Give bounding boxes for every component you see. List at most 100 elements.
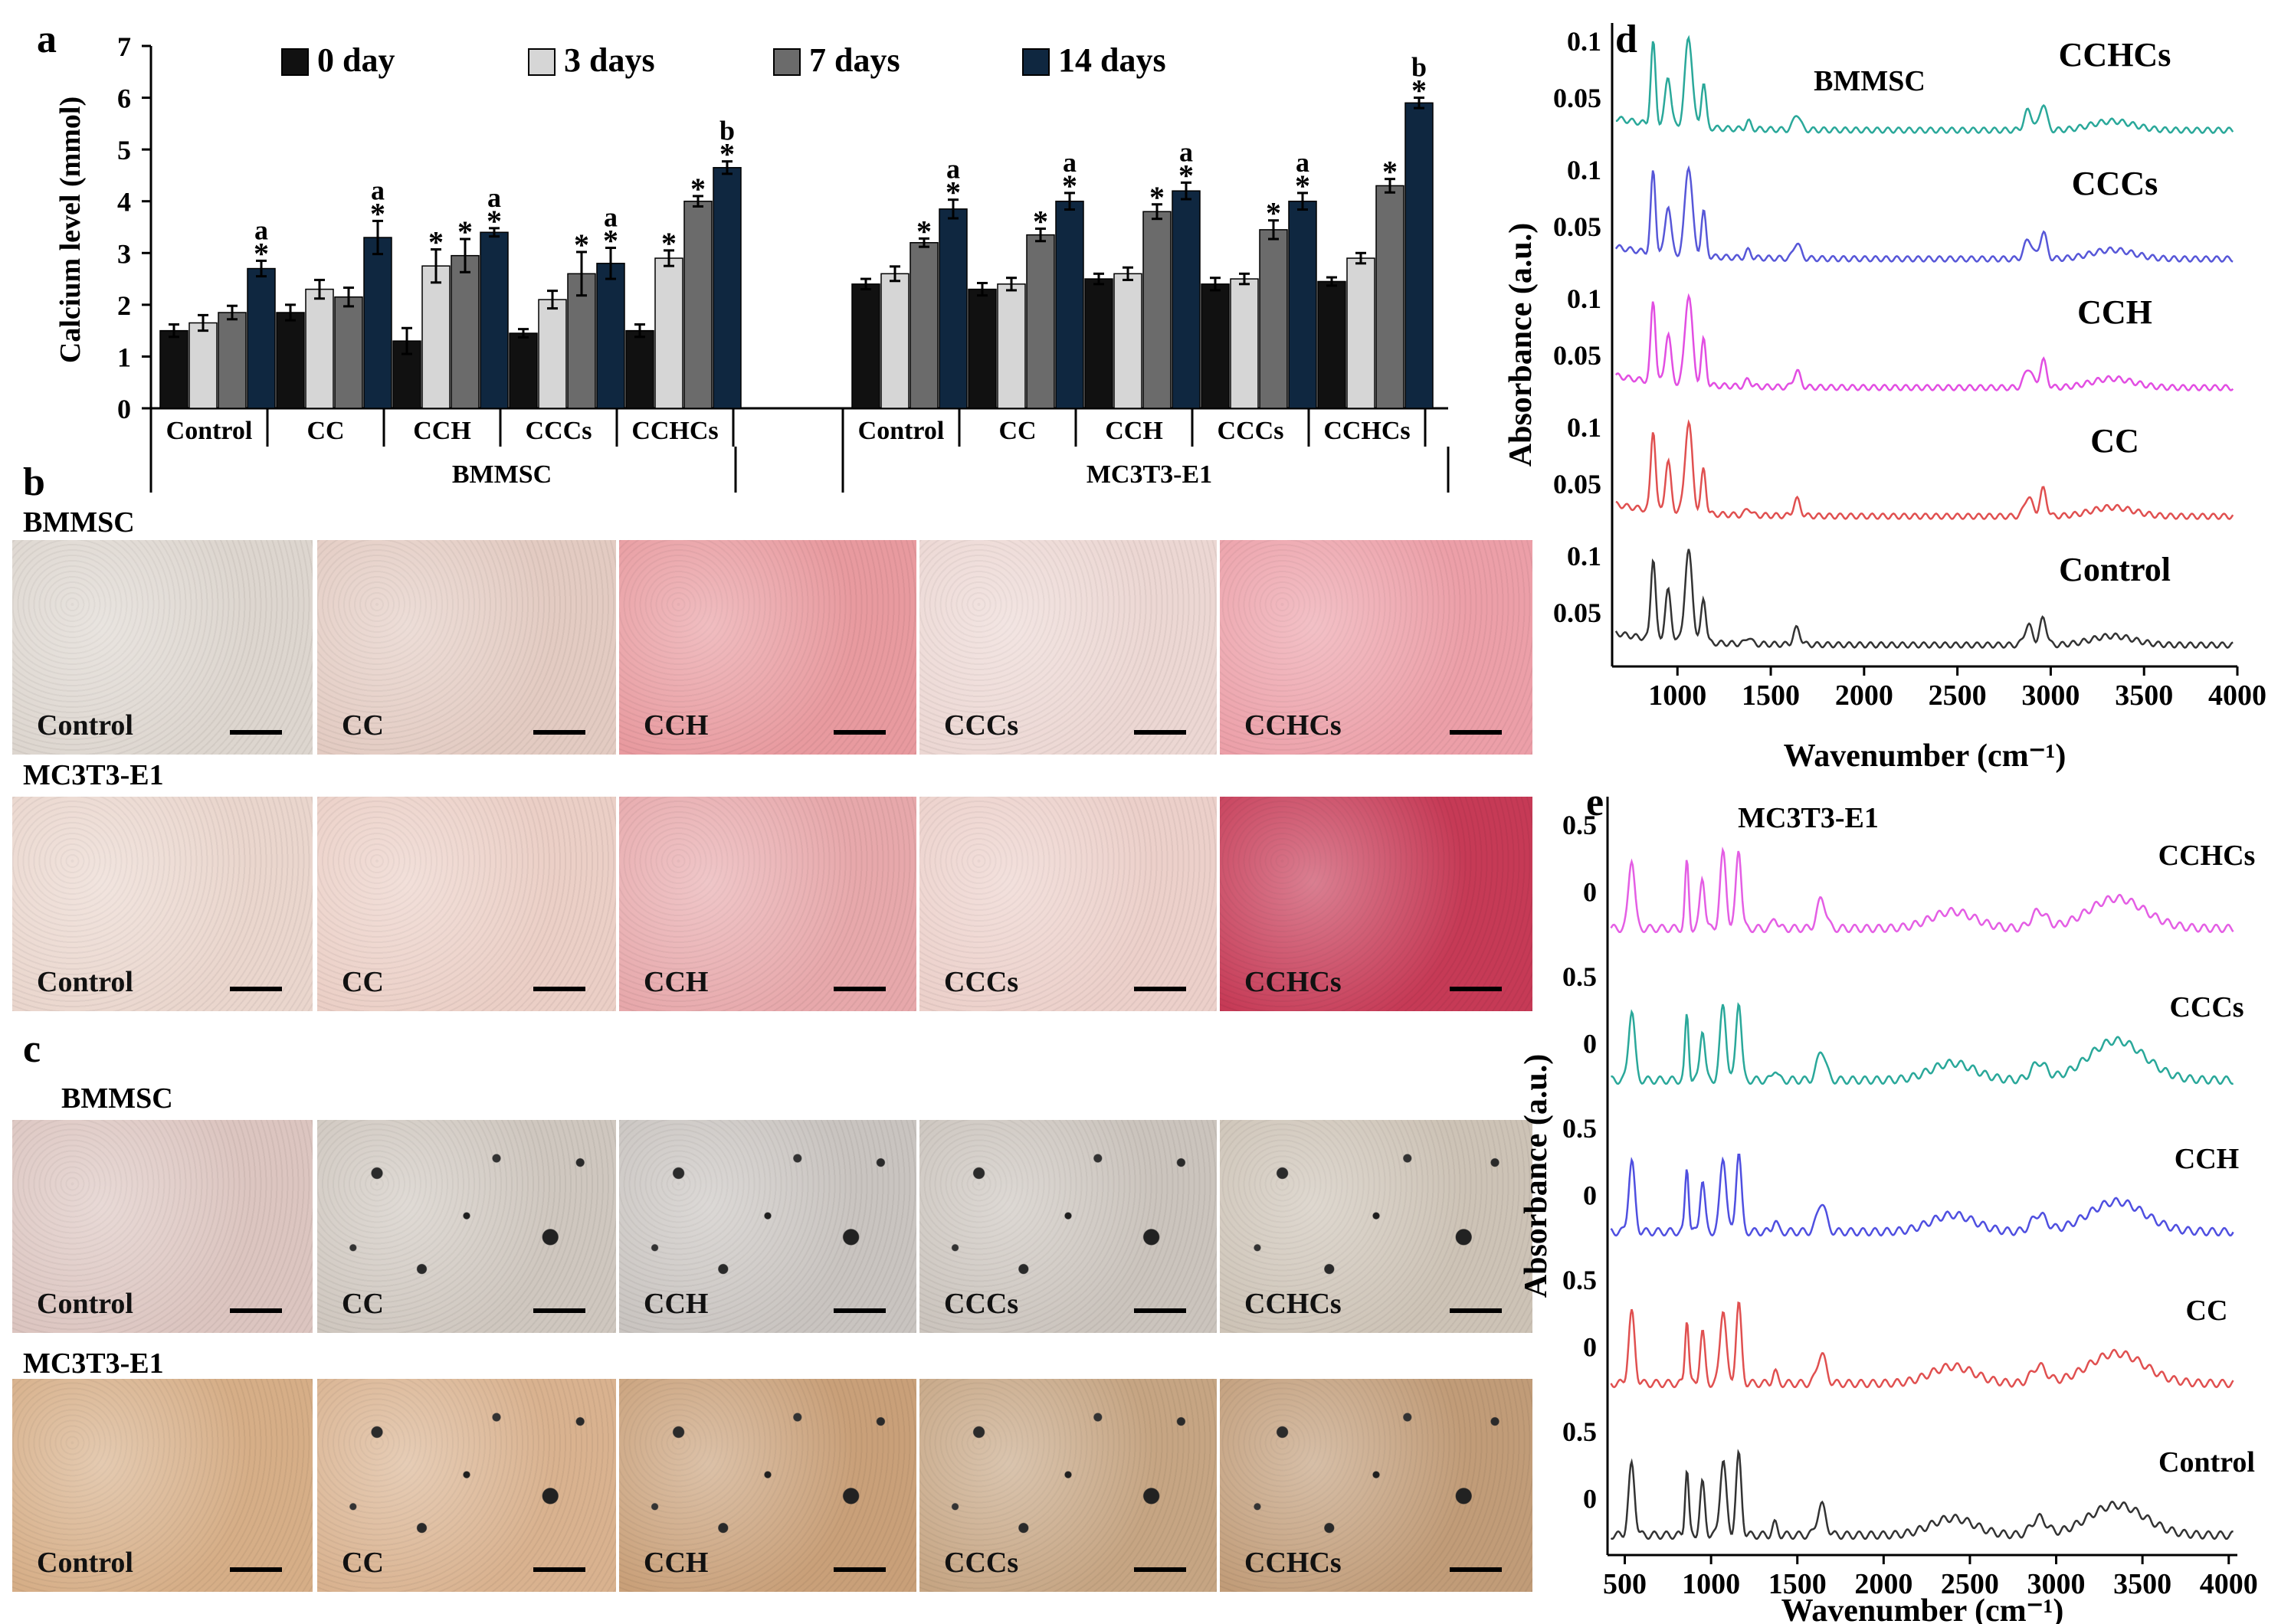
- scale-bar: [230, 1567, 282, 1572]
- micrograph-label: CCCs: [944, 966, 1019, 998]
- stack-tick-label: 0.05: [1553, 211, 1601, 242]
- stack-tick-label: 0.5: [1562, 1265, 1597, 1295]
- bar: [1259, 229, 1288, 409]
- significance-star: *: [946, 175, 961, 210]
- stack-tick-label: 0.5: [1562, 1113, 1597, 1144]
- bar: [334, 296, 363, 409]
- micrograph-label: CCHCs: [1244, 1288, 1342, 1320]
- c-micrograph-bmmsc-cch: CCH: [619, 1120, 916, 1333]
- scale-bar: [230, 1308, 282, 1313]
- bar: [188, 322, 218, 409]
- x-tick-label: 3500: [2115, 679, 2173, 712]
- spectrum-line: [1610, 1449, 2234, 1541]
- spectrum-line: [1614, 165, 2234, 263]
- c-row-label-bmmsc: BMMSC: [61, 1082, 173, 1115]
- legend-swatch: [528, 48, 556, 76]
- stack-tick-label: 0.05: [1553, 598, 1601, 628]
- x-tick-label: 2500: [1941, 1568, 1999, 1600]
- significance-star: *: [428, 225, 444, 260]
- c-micrograph-mc3t3-cccs: CCCs: [919, 1379, 1217, 1592]
- spectrum-line: [1611, 1002, 2234, 1085]
- bar: [247, 267, 276, 409]
- category-label: CCHCs: [1323, 417, 1410, 445]
- c-micrograph-bmmsc-cc: CC: [317, 1120, 616, 1333]
- c-micrograph-mc3t3-control: Control: [12, 1379, 313, 1592]
- micrograph-label: CCH: [644, 709, 709, 742]
- legend-label: 0 day: [317, 41, 395, 79]
- legend-swatch: [1022, 48, 1050, 76]
- bar: [1084, 278, 1113, 409]
- significance-star: *: [719, 137, 735, 172]
- spectrum-line: [1615, 34, 2234, 134]
- bar: [421, 265, 451, 409]
- significance-star: *: [1149, 180, 1165, 214]
- scale-bar: [1450, 730, 1502, 735]
- c-micrograph-mc3t3-cchcs: CCHCs: [1220, 1379, 1532, 1592]
- scale-bar: [834, 730, 886, 735]
- x-tick-label: 3000: [2027, 1568, 2086, 1600]
- bar: [851, 283, 880, 409]
- panel-label-e: e: [1586, 781, 1604, 824]
- y-tick-label: 7: [117, 31, 131, 62]
- category-label: CCHCs: [631, 417, 718, 445]
- category-label: Control: [858, 417, 945, 445]
- mineral-deposits: [1220, 1120, 1532, 1333]
- significance-star: *: [690, 172, 706, 206]
- micrograph-label: CC: [342, 966, 384, 998]
- significance-letter: a: [1063, 147, 1077, 178]
- micrograph-label: Control: [37, 966, 133, 998]
- significance-star: *: [1411, 74, 1427, 108]
- bar: [480, 231, 509, 409]
- bar: [713, 167, 742, 409]
- scale-bar: [533, 730, 585, 735]
- calcium-bar-chart: 0 1 2 3 4 5 6 7 Calcium level (mmol) 0 day 3 days 7…: [54, 31, 1450, 493]
- series-label: CCHCs: [2158, 840, 2256, 872]
- x-tick-label: 2000: [1854, 1568, 1912, 1600]
- significance-star: *: [1266, 196, 1281, 231]
- bar: [538, 299, 567, 409]
- bar: [997, 283, 1026, 409]
- group-label: BMMSC: [452, 460, 552, 489]
- bar: [1055, 200, 1084, 409]
- legend-label: 3 days: [564, 41, 655, 79]
- spectrum-line: [1614, 293, 2234, 391]
- b-micrograph-mc3t3-control: Control: [12, 797, 313, 1011]
- bar: [625, 329, 654, 409]
- scale-bar: [1450, 987, 1502, 991]
- mineral-deposits: [619, 1379, 916, 1592]
- panel-label-d: d: [1615, 18, 1637, 61]
- micrograph-label: CCHCs: [1244, 966, 1342, 998]
- micrograph-label: Control: [37, 709, 133, 742]
- significance-star: *: [661, 226, 677, 260]
- b-row-label-mc3t3: MC3T3-E1: [23, 759, 164, 791]
- category-label: CCCs: [526, 417, 592, 445]
- x-tick-label: 4000: [2200, 1568, 2258, 1600]
- micrograph-label: CCCs: [944, 1547, 1019, 1579]
- micrograph-label: CC: [342, 709, 384, 742]
- bar: [1201, 283, 1230, 409]
- series-label: CCHCs: [2059, 36, 2171, 74]
- y-axis-label: Calcium level (mmol): [54, 97, 87, 363]
- mineral-deposits: [317, 1120, 616, 1333]
- significance-star: *: [1295, 169, 1310, 203]
- x-tick-label: 4000: [2208, 679, 2266, 712]
- panel-label-c: c: [23, 1027, 41, 1071]
- series-label: CCH: [2175, 1143, 2239, 1175]
- ftir-mc3t3-chart: 500 1000 1500 2000 2500 3000 3500 4000 Wavenumbe…: [1519, 797, 2258, 1624]
- group-label: MC3T3-E1: [1087, 460, 1212, 489]
- y-tick-label: 1: [117, 342, 131, 372]
- category-label: CCCs: [1218, 417, 1284, 445]
- b-micrograph-bmmsc-control: Control: [12, 540, 313, 755]
- scale-bar: [1450, 1308, 1502, 1313]
- bar: [276, 312, 305, 409]
- micrograph-label: CCHCs: [1244, 709, 1342, 742]
- series-label: Control: [2158, 1446, 2255, 1478]
- y-tick-label: 5: [117, 135, 131, 165]
- mineral-deposits: [619, 1120, 916, 1333]
- stack-tick-label: 0.1: [1567, 412, 1601, 443]
- micrograph-label: CCH: [644, 1547, 709, 1579]
- bar: [1026, 234, 1055, 409]
- bar: [880, 273, 910, 409]
- significance-star: *: [574, 228, 589, 262]
- scale-bar: [1134, 1308, 1186, 1313]
